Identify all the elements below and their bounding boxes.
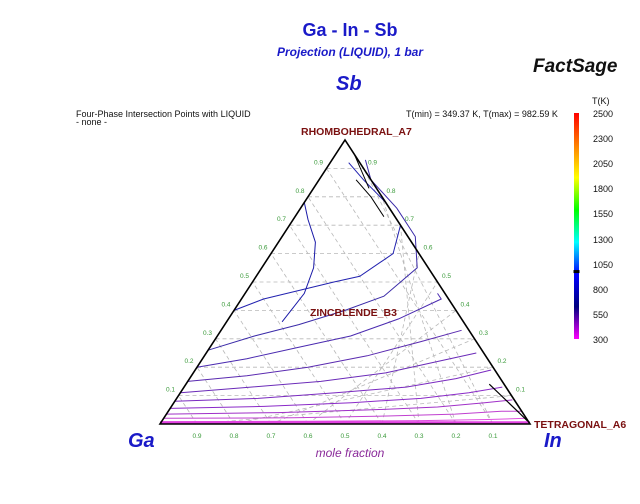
- tick-label-bottom: 0.6: [303, 433, 312, 440]
- colorbar-tick-label: 2300: [593, 134, 614, 145]
- colorbar-tick-label: 1050: [593, 259, 614, 270]
- colorbar-tick-label: 800: [593, 284, 609, 295]
- tick-label-right: 0.7: [405, 216, 414, 223]
- temperature-range-text: T(min) = 349.37 K, T(max) = 982.59 K: [406, 109, 558, 119]
- grid-line-in: [400, 225, 420, 425]
- grid-line-ga: [196, 366, 235, 425]
- colorbar-tick-label: 550: [593, 309, 609, 320]
- brand-logo-text: FactSage: [533, 56, 618, 77]
- grid-line-ga: [307, 196, 457, 425]
- info-text-line1: Four-Phase Intersection Points with LIQU…: [76, 109, 251, 119]
- phase-boundary-line: [488, 383, 530, 424]
- colorbar-tick-label: 2500: [593, 109, 614, 119]
- tick-label-right: 0.6: [423, 245, 432, 252]
- tick-label-left: 0.6: [258, 245, 267, 252]
- tick-label-left: 0.9: [314, 159, 323, 166]
- tick-label-bottom: 0.2: [451, 433, 460, 440]
- colorbar-tick-label: 300: [593, 334, 609, 345]
- component-label-left: Ga: [128, 430, 155, 452]
- grid-line-ga: [178, 395, 198, 425]
- colorbar-tick-label: 1300: [593, 234, 614, 245]
- phase-label-rhombohedral: RHOMBOHEDRAL_A7: [301, 126, 412, 138]
- tick-label-bottom: 0.4: [377, 433, 386, 440]
- colorbar-tick-label: 1800: [593, 184, 614, 195]
- isotherm-line: [163, 410, 522, 419]
- isotherm-line: [207, 159, 418, 351]
- grid-line-ga: [270, 253, 383, 425]
- component-label-top: Sb: [336, 73, 362, 95]
- colorbar-tick-label: 2050: [593, 159, 614, 170]
- grid-line-ga: [326, 168, 494, 425]
- tick-label-left: 0.5: [240, 273, 249, 280]
- axis-label-mole-fraction: mole fraction: [315, 446, 385, 460]
- phase-label-tetragonal: TETRAGONAL_A6: [534, 419, 627, 431]
- tick-label-left: 0.4: [221, 301, 230, 308]
- isotherm-line: [166, 399, 513, 415]
- tick-label-right: 0.2: [497, 358, 506, 365]
- isotherm-line: [170, 386, 503, 409]
- grid-line-in: [344, 281, 438, 425]
- tick-label-right: 0.8: [386, 188, 395, 195]
- phase-boundary-line: [353, 154, 370, 189]
- tick-label-right: 0.5: [442, 273, 451, 280]
- grid-line-in: [233, 366, 494, 425]
- colorbar-tick-label: 1550: [593, 209, 614, 220]
- tick-label-right: 0.3: [479, 330, 488, 337]
- tick-label-left: 0.1: [166, 387, 175, 394]
- isotherm-line: [233, 162, 402, 311]
- grid-line-in: [363, 168, 494, 425]
- tick-label-left: 0.2: [184, 358, 193, 365]
- colorbar-title: T(K): [592, 96, 610, 106]
- isotherm-line: [174, 369, 492, 402]
- grid-line-ga: [215, 338, 272, 425]
- grid-line-in: [270, 338, 475, 425]
- tick-label-bottom: 0.7: [266, 433, 275, 440]
- isotherm-line: [161, 417, 527, 423]
- tick-label-right: 0.9: [368, 159, 377, 166]
- isotherm-line: [281, 202, 316, 323]
- tick-label-right: 0.4: [460, 301, 469, 308]
- component-label-right: In: [544, 430, 562, 452]
- tick-label-bottom: 0.5: [340, 433, 349, 440]
- grid-line-ga: [252, 281, 346, 425]
- tick-label-right: 0.1: [516, 387, 525, 394]
- tick-label-left: 0.7: [277, 216, 286, 223]
- tick-label-left: 0.8: [295, 188, 304, 195]
- tick-label-left: 0.3: [203, 330, 212, 337]
- isotherm-line: [180, 352, 477, 394]
- triangle-frame: [158, 138, 532, 425]
- grid-line-ga: [289, 224, 420, 425]
- colorbar-tmax-marker: [573, 270, 580, 274]
- tick-label-bottom: 0.1: [488, 433, 497, 440]
- colorbar-gradient: [574, 113, 579, 339]
- isotherm-line: [196, 293, 442, 368]
- tick-label-bottom: 0.3: [414, 433, 423, 440]
- chart-title: Ga - In - Sb: [302, 20, 398, 40]
- tick-label-bottom: 0.8: [229, 433, 238, 440]
- isotherm-line: [187, 329, 462, 382]
- chart-subtitle: Projection (LIQUID), 1 bar: [276, 45, 423, 59]
- phase-label-zincblende: ZINCBLENDE_B3: [310, 307, 397, 319]
- info-text-line2: - none -: [76, 117, 108, 127]
- tick-label-bottom: 0.9: [192, 433, 201, 440]
- phase-boundary-line: [355, 179, 385, 217]
